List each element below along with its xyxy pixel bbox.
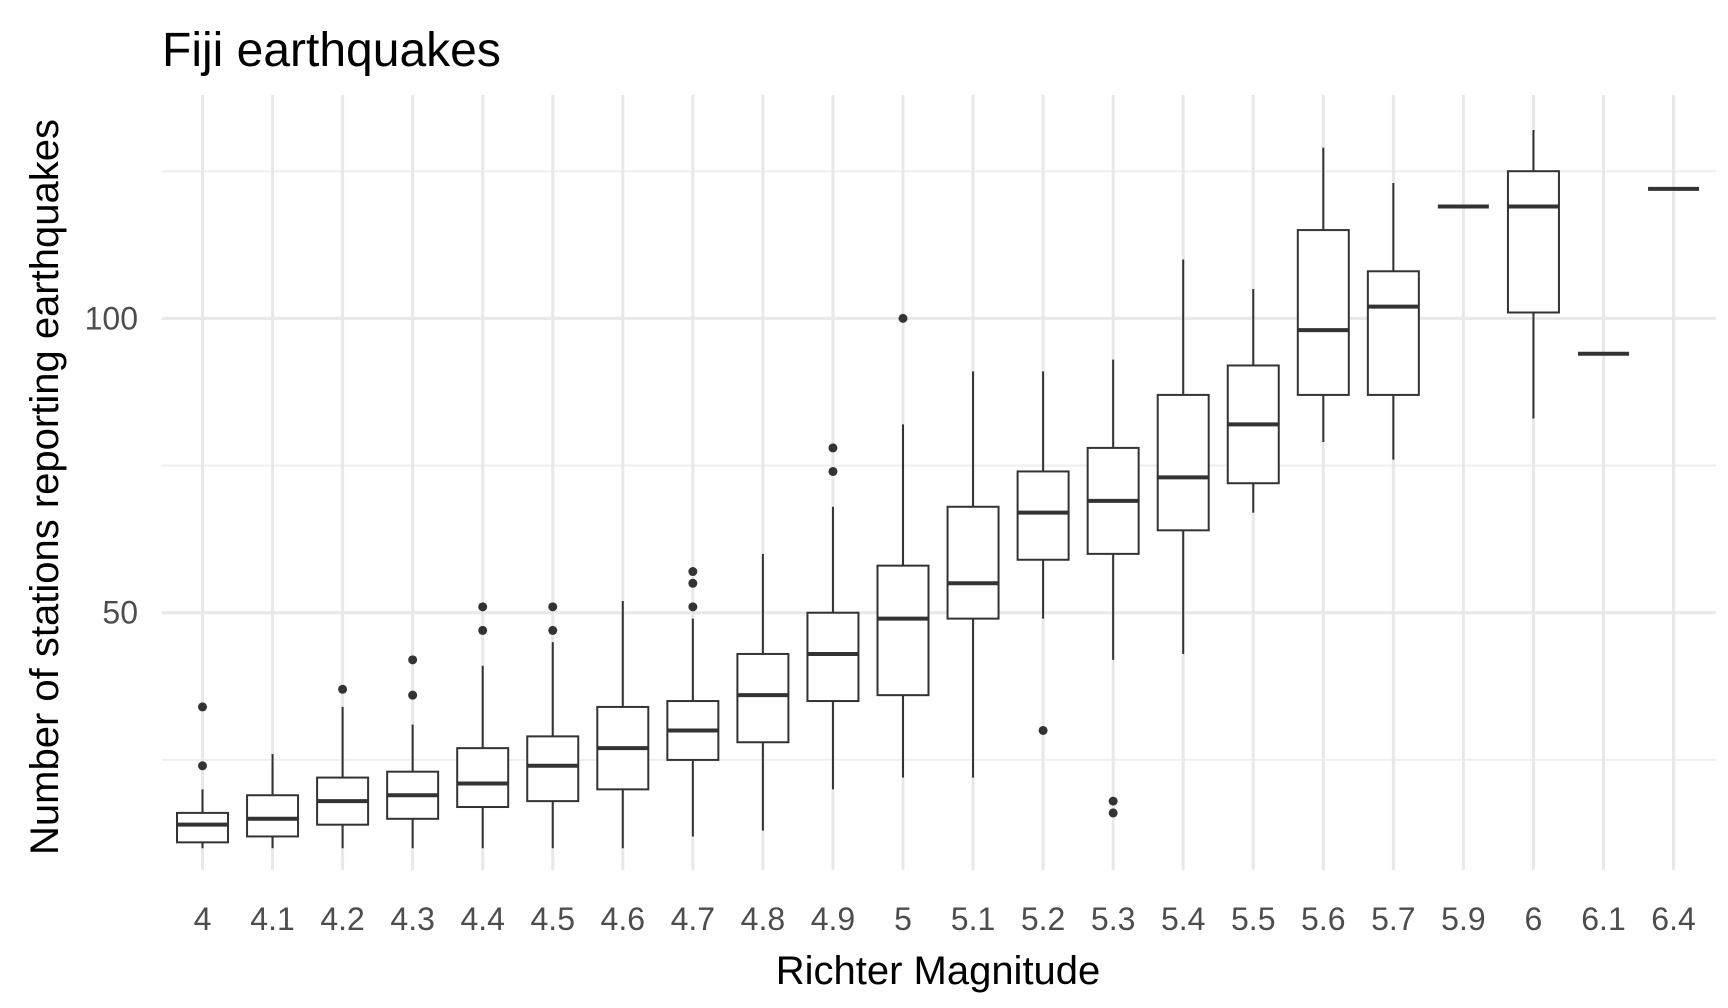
outlier-point <box>828 443 838 453</box>
box-group <box>176 702 229 849</box>
box-group <box>386 655 440 849</box>
x-tick-label: 6 <box>1525 901 1543 937</box>
outlier-point <box>548 625 558 635</box>
box-group <box>1016 371 1070 735</box>
box-iqr <box>736 652 790 744</box>
x-tick-label: 4.8 <box>741 901 785 937</box>
box-iqr <box>946 505 1000 620</box>
box-group <box>1086 359 1140 818</box>
box-group <box>736 553 790 831</box>
x-tick-label: 4.1 <box>250 901 294 937</box>
box-group <box>876 313 930 778</box>
box-group <box>1226 288 1280 513</box>
x-axis-title: Richter Magnitude <box>776 949 1101 993</box>
box-iqr <box>1296 229 1350 396</box>
y-axis-title: Number of stations reporting earthquakes <box>23 119 67 855</box>
x-tick-label: 4.3 <box>390 901 434 937</box>
outlier-point <box>688 578 698 588</box>
x-tick-label: 5.2 <box>1021 901 1065 937</box>
x-tick-label: 5.7 <box>1371 901 1415 937</box>
outlier-point <box>1108 796 1118 806</box>
text-layer: Fiji earthquakes Richter Magnitude Numbe… <box>23 24 1100 993</box>
box-iqr <box>876 564 930 697</box>
box-group <box>1506 129 1560 419</box>
outlier-point <box>548 602 558 612</box>
outlier-point <box>198 702 207 712</box>
box-group <box>246 754 300 849</box>
box-group <box>526 602 580 849</box>
x-tick-label: 6.4 <box>1651 901 1695 937</box>
outlier-point <box>1038 725 1048 735</box>
x-tick-label: 4.2 <box>320 901 364 937</box>
grid-layer <box>162 95 1716 870</box>
y-tick-label: 100 <box>85 300 138 336</box>
x-tick-label: 6.1 <box>1581 901 1625 937</box>
box-iqr <box>1366 270 1420 396</box>
x-tick-label: 5.3 <box>1091 901 1135 937</box>
x-tick-label: 4.5 <box>531 901 575 937</box>
x-tick-label: 5 <box>894 901 912 937</box>
x-tick-label: 4.4 <box>460 901 504 937</box>
outlier-point <box>338 684 348 694</box>
x-tick-label: 4 <box>194 901 212 937</box>
box-group <box>1296 147 1350 443</box>
box-iqr <box>246 794 300 838</box>
box-group <box>946 371 1000 778</box>
outlier-point <box>898 313 908 323</box>
box-iqr <box>806 611 860 703</box>
box-iqr <box>526 735 580 803</box>
outlier-point <box>478 602 488 612</box>
box-group <box>456 602 510 849</box>
outlier-point <box>408 655 418 665</box>
x-tick-label: 5.6 <box>1301 901 1345 937</box>
x-tick-label: 5.9 <box>1441 901 1485 937</box>
box-group <box>1156 259 1210 654</box>
box-iqr <box>176 811 229 844</box>
box-group <box>666 567 720 837</box>
outlier-point <box>408 690 418 700</box>
outlier-point <box>688 567 698 577</box>
outlier-point <box>688 602 698 612</box>
x-tick-label: 5.4 <box>1161 901 1205 937</box>
outlier-point <box>828 466 838 476</box>
box-iqr <box>1156 393 1210 532</box>
box-group <box>806 443 860 790</box>
outlier-point <box>1108 808 1118 818</box>
outlier-point <box>478 625 488 635</box>
x-tick-label: 4.6 <box>601 901 645 937</box>
box-iqr <box>1016 470 1070 561</box>
x-tick-label: 5.5 <box>1231 901 1275 937</box>
chart-title: Fiji earthquakes <box>162 24 501 77</box>
box-layer <box>176 129 1700 849</box>
tick-layer: 50 100 4 4.1 4.2 4.3 4.4 4.5 4.6 4.7 4.8 4.9 5 5.1 5.2… <box>85 300 1696 937</box>
y-tick-label: 50 <box>102 595 138 631</box>
x-tick-label: 5.1 <box>951 901 995 937</box>
x-tick-label: 4.9 <box>811 901 855 937</box>
x-tick-label: 4.7 <box>671 901 715 937</box>
box-iqr <box>1506 170 1560 314</box>
box-group <box>596 600 650 849</box>
outlier-point <box>198 761 207 771</box>
box-group <box>1366 182 1420 460</box>
box-iqr <box>456 747 510 809</box>
box-group <box>316 684 370 849</box>
